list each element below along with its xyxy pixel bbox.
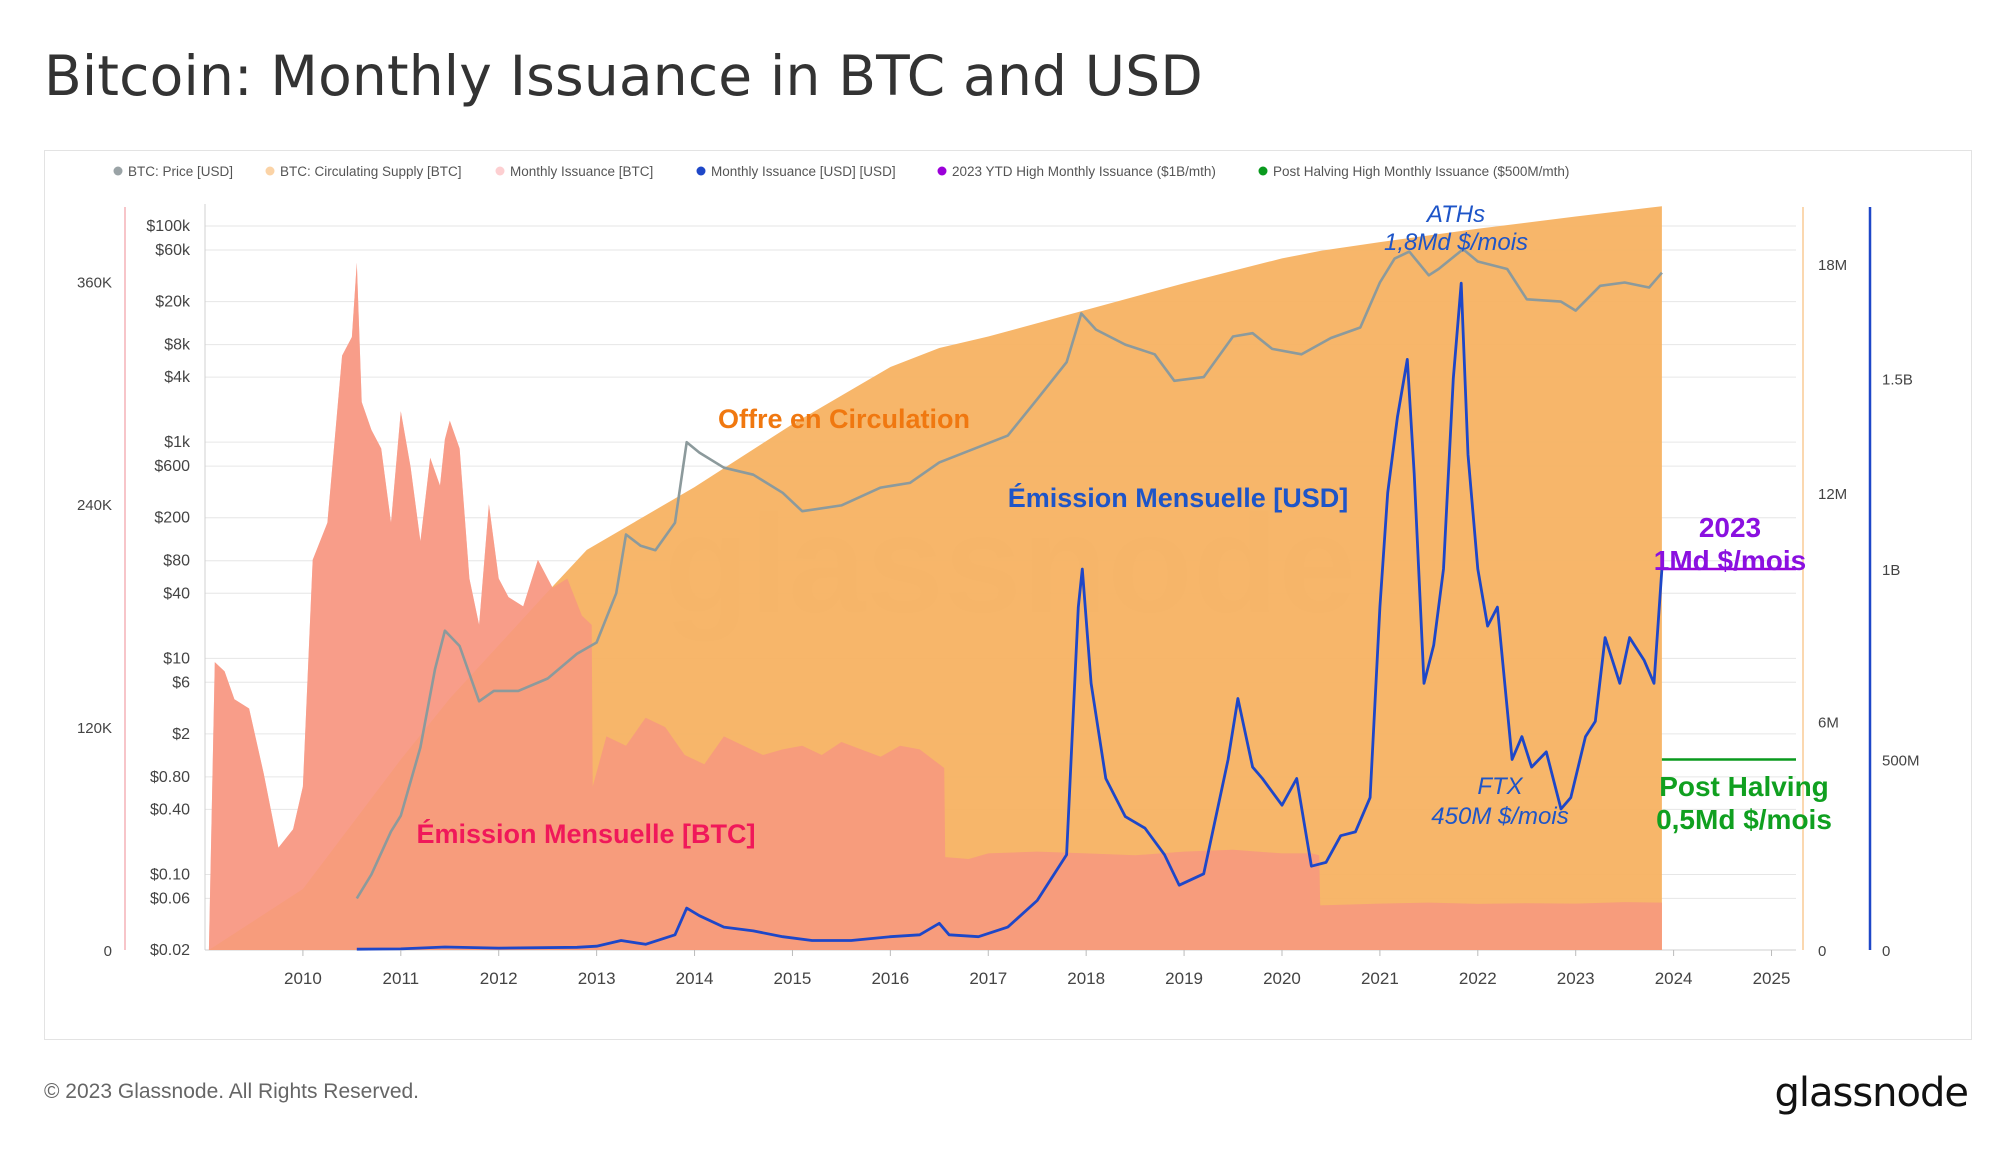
copyright-text: © 2023 Glassnode. All Rights Reserved. <box>44 1080 420 1103</box>
issuance-btc-tick-label: 0 <box>104 943 112 960</box>
annotation-issuance-usd: Émission Mensuelle [USD] <box>1008 482 1349 513</box>
price-tick-label: $100k <box>146 218 191 235</box>
annotation-issuance-btc: Émission Mensuelle [BTC] <box>416 818 755 849</box>
issuance-usd-tick-label: 500M <box>1882 752 1920 769</box>
axes: 2010 2011 2012 2013 2014 2015 2016 2017 2018 2019… <box>77 207 1920 988</box>
supply-tick-label: 18M <box>1818 257 1847 274</box>
annotation-aths: ATHs <box>1425 201 1485 228</box>
legend-marker[interactable] <box>937 166 947 176</box>
price-tick-label: $20k <box>155 294 191 311</box>
area-series <box>208 206 1662 950</box>
legend-marker[interactable] <box>265 166 275 176</box>
annotation-post-halving-value: 0,5Md $/mois <box>1656 804 1832 835</box>
annotation-2023-value: 1Md $/mois <box>1654 545 1806 576</box>
annotation-2023: 2023 <box>1699 512 1761 543</box>
x-tick-label: 2011 <box>383 969 420 988</box>
x-tick-label: 2019 <box>1165 969 1203 988</box>
brand-logo: glassnode <box>1774 1070 1969 1116</box>
price-tick-label: $0.02 <box>150 942 190 959</box>
x-tick-label: 2015 <box>774 969 812 988</box>
supply-tick-label: 6M <box>1818 714 1839 731</box>
supply-tick-label: 12M <box>1818 486 1847 503</box>
annotations: Offre en Circulation Émission Mensuelle [… <box>416 201 1831 849</box>
annotation-ftx: FTX <box>1477 773 1523 800</box>
issuance-btc-overlap-area <box>208 262 1662 950</box>
issuance-btc-tick-label: 240K <box>77 497 112 514</box>
legend-label[interactable]: 2023 YTD High Monthly Issuance ($1B/mth) <box>952 164 1216 179</box>
annotation-ftx-value: 450M $/mois <box>1431 803 1568 830</box>
price-tick-label: $2 <box>172 726 190 743</box>
price-tick-label: $0.06 <box>150 890 190 907</box>
x-tick-label: 2010 <box>284 969 322 988</box>
x-tick-label: 2025 <box>1753 969 1791 988</box>
supply-tick-label: 0 <box>1818 943 1826 960</box>
issuance-usd-tick-label: 0 <box>1882 943 1890 960</box>
legend-marker[interactable] <box>113 166 123 176</box>
price-tick-label: $60k <box>155 242 191 259</box>
price-tick-label: $200 <box>154 510 190 527</box>
legend-label[interactable]: Monthly Issuance [USD] [USD] <box>711 164 896 179</box>
x-tick-label: 2014 <box>676 969 714 988</box>
line-series <box>355 247 1796 951</box>
issuance-usd-tick-label: 1B <box>1882 562 1900 579</box>
legend-marker[interactable] <box>1258 166 1268 176</box>
price-tick-label: $1k <box>164 434 191 451</box>
annotation-post-halving: Post Halving <box>1659 771 1829 802</box>
price-tick-label: $80 <box>163 553 190 570</box>
price-tick-label: $40 <box>163 585 190 602</box>
annotation-supply: Offre en Circulation <box>718 404 970 434</box>
price-tick-label: $4k <box>164 369 191 386</box>
issuance-btc-tick-label: 360K <box>77 274 112 291</box>
price-tick-label: $600 <box>154 458 190 475</box>
x-tick-label: 2020 <box>1263 969 1301 988</box>
chart-legend: BTC: Price [USD] BTC: Circulating Supply … <box>113 164 1569 179</box>
x-tick-label: 2012 <box>480 969 518 988</box>
price-tick-label: $10 <box>163 650 190 667</box>
x-tick-label: 2022 <box>1459 969 1497 988</box>
price-tick-label: $8k <box>164 337 191 354</box>
annotation-aths-value: 1,8Md $/mois <box>1384 229 1528 256</box>
legend-label[interactable]: Monthly Issuance [BTC] <box>510 164 653 179</box>
x-tick-label: 2013 <box>578 969 616 988</box>
legend-marker[interactable] <box>495 166 505 176</box>
x-tick-label: 2023 <box>1557 969 1595 988</box>
legend-label[interactable]: BTC: Price [USD] <box>128 164 233 179</box>
price-tick-label: $0.10 <box>150 866 190 883</box>
issuance-btc-tick-label: 120K <box>77 720 112 737</box>
legend-label[interactable]: Post Halving High Monthly Issuance ($500… <box>1273 164 1569 179</box>
x-tick-label: 2024 <box>1655 969 1693 988</box>
x-tick-label: 2016 <box>871 969 909 988</box>
page-title: Bitcoin: Monthly Issuance in BTC and USD <box>44 44 1203 108</box>
price-tick-label: $0.80 <box>150 769 190 786</box>
legend-label[interactable]: BTC: Circulating Supply [BTC] <box>280 164 462 179</box>
issuance-usd-line <box>356 281 1664 951</box>
price-tick-label: $6 <box>172 674 190 691</box>
issuance-usd-tick-label: 1.5B <box>1882 371 1913 388</box>
x-tick-label: 2017 <box>969 969 1007 988</box>
x-tick-label: 2018 <box>1067 969 1105 988</box>
legend-marker[interactable] <box>696 166 706 176</box>
btc-price-line <box>355 247 1663 900</box>
x-tick-label: 2021 <box>1361 969 1399 988</box>
price-tick-label: $0.40 <box>150 801 190 818</box>
